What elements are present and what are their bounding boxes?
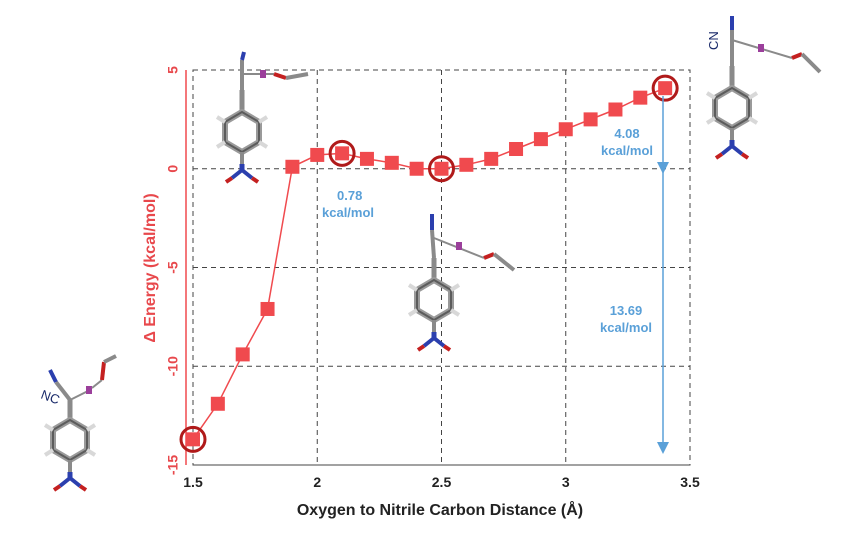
annotation-4-08-value: 4.08 [614,126,639,141]
grid-layer [192,69,691,466]
x-axis-label: Oxygen to Nitrile Carbon Distance (Å) [297,500,583,519]
y-tick-label: -15 [165,455,181,475]
molecule-center-icon [409,214,516,350]
annotation-13-69-unit: kcal/mol [600,320,652,335]
data-point [409,161,424,176]
highlight-layer [179,74,679,453]
annotation-4-08-unit: kcal/mol [601,143,653,158]
data-point [210,396,225,411]
data-point [484,151,499,166]
series-line [192,87,666,440]
data-point [285,159,300,174]
data-point [608,102,623,117]
y-tick-label: 0 [165,165,181,173]
y-tick-label: 5 [165,66,181,74]
y-tick-label: -5 [165,261,181,274]
x-tick-label: 2 [313,474,321,490]
data-point [335,146,350,161]
data-point [459,157,474,172]
x-tick-label: 2.5 [432,474,452,490]
data-point [583,112,598,127]
data-point [633,90,648,105]
y-tick-label: -10 [165,356,181,376]
highlight-ring [328,139,356,167]
x-tick-label: 3.5 [680,474,700,490]
molecule-bottom-left-icon [45,354,117,490]
data-point [658,81,673,96]
molecule-top-left-icon [217,51,309,182]
axes-layer: 1.5 2 2.5 3 3.5 5 0 -5 -10 -15 [165,66,700,490]
data-point [310,147,325,162]
x-tick-label: 3 [562,474,570,490]
data-point [384,155,399,170]
highlight-ring [428,155,455,183]
data-point [186,432,200,447]
data-point [235,347,250,362]
molecule-nc-label: NC [39,387,62,408]
annotation-0-78-value: 0.78 [337,188,362,203]
data-point [558,122,573,137]
data-point [359,151,374,166]
y-axis-label: Δ Energy (kcal/mol) [142,193,159,342]
x-tick-label: 1.5 [183,474,203,490]
data-point [533,132,548,147]
data-point [434,161,449,176]
annotation-13-69-value: 13.69 [610,303,643,318]
data-point [260,301,275,316]
molecule-cn-label: CN [706,31,721,50]
annotation-0-78-unit: kcal/mol [322,205,374,220]
highlight-ring [651,74,679,102]
highlight-ring [179,425,207,453]
molecule-top-right-icon [707,16,822,158]
data-point [509,142,524,156]
